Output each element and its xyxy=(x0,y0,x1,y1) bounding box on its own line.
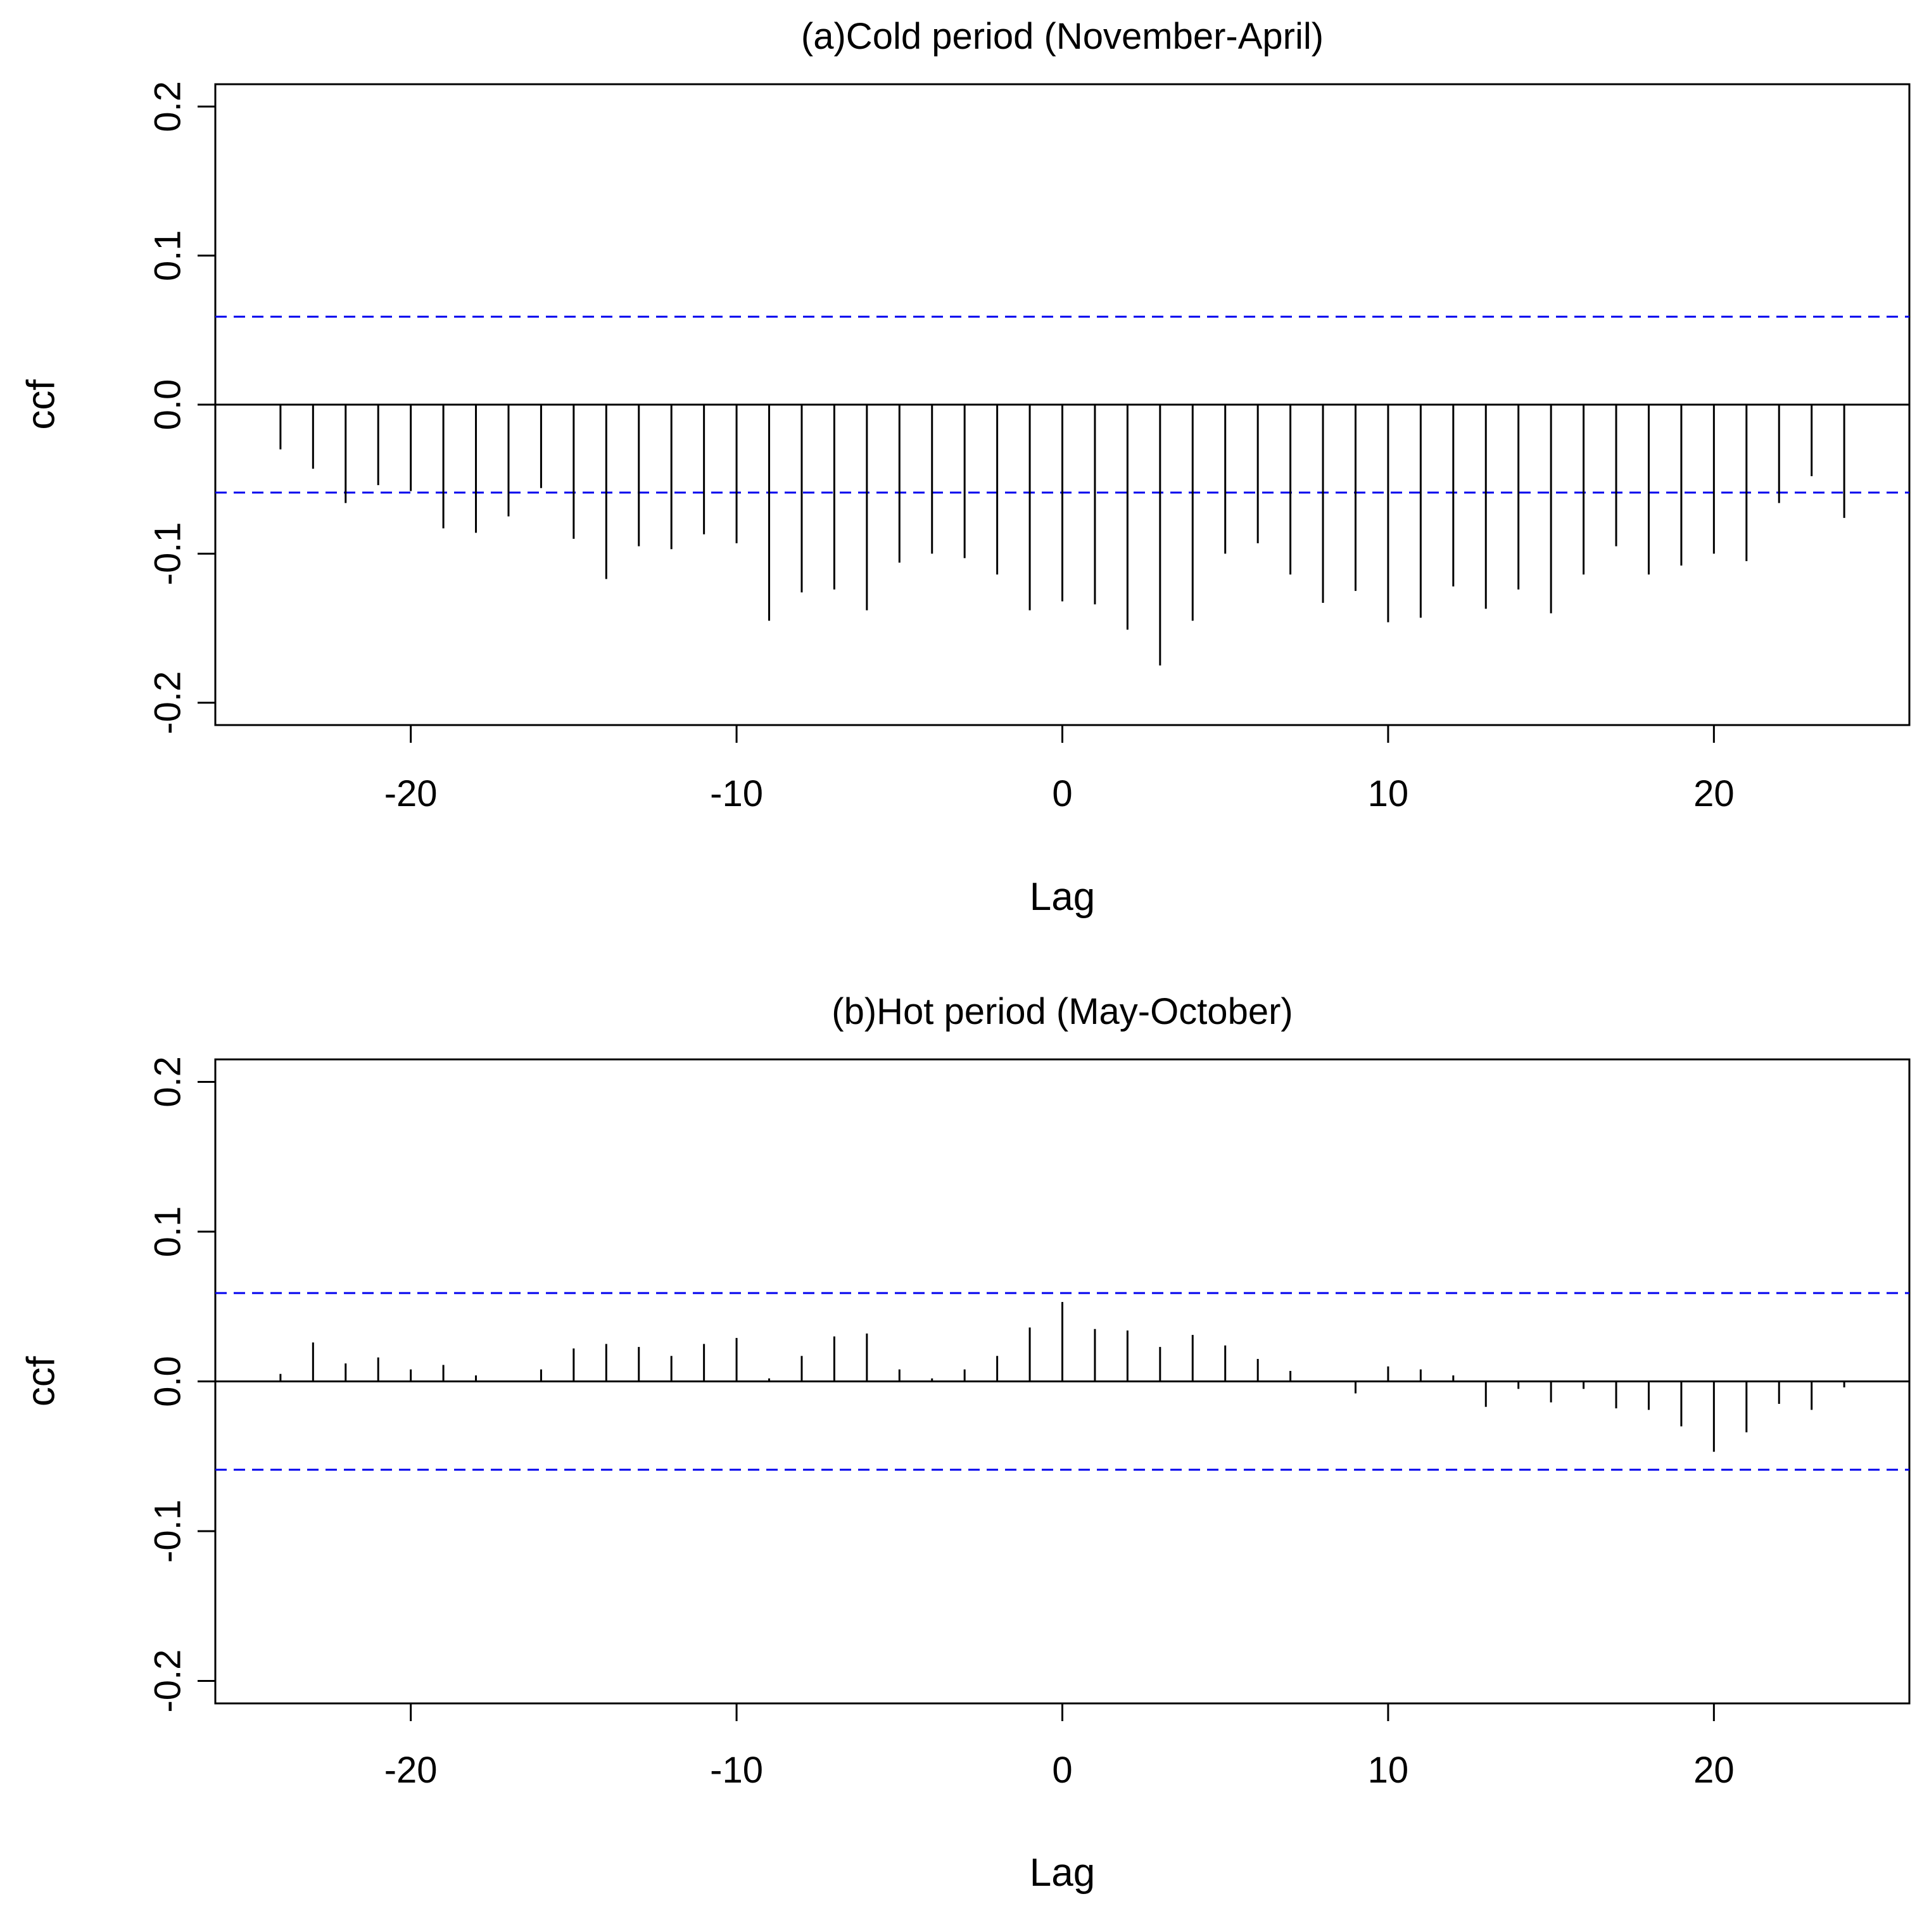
x-axis-label: Lag xyxy=(1030,875,1095,919)
x-tick-label: 0 xyxy=(1052,1750,1072,1791)
x-tick-label: -20 xyxy=(384,1750,438,1791)
x-tick-label: 10 xyxy=(1368,773,1409,814)
x-tick-label: 10 xyxy=(1368,1750,1409,1791)
y-axis-label: ccf xyxy=(20,379,63,430)
y-tick-label: 0.0 xyxy=(148,379,189,431)
x-tick-label: -10 xyxy=(710,773,763,814)
x-tick-label: 20 xyxy=(1693,1750,1735,1791)
x-tick-label: 20 xyxy=(1693,773,1735,814)
x-tick-label: -10 xyxy=(710,1750,763,1791)
y-tick-label: -0.2 xyxy=(148,671,189,735)
chart-title: (b)Hot period (May-October) xyxy=(832,991,1293,1032)
y-tick-label: -0.1 xyxy=(148,1500,189,1563)
panel-cold-period: (a)Cold period (November-April) -20 -10 0 10… xyxy=(20,16,1911,919)
y-tick-label: -0.2 xyxy=(148,1650,189,1713)
y-tick-label: 0.1 xyxy=(148,230,189,281)
x-axis-label: Lag xyxy=(1030,1851,1095,1895)
y-tick-label: 0.0 xyxy=(148,1356,189,1407)
y-tick-label: -0.1 xyxy=(148,522,189,585)
x-tick-label: 0 xyxy=(1052,773,1072,814)
y-tick-label: 0.1 xyxy=(148,1206,189,1258)
chart-title: (a)Cold period (November-April) xyxy=(801,16,1324,57)
y-axis-label: ccf xyxy=(20,1356,63,1406)
panel-hot-period: (b)Hot period (May-October) -20 -10 0 10 20 -0… xyxy=(20,991,1911,1895)
y-tick-label: 0.2 xyxy=(148,1056,189,1108)
y-tick-label: 0.2 xyxy=(148,81,189,132)
x-tick-label: -20 xyxy=(384,773,438,814)
